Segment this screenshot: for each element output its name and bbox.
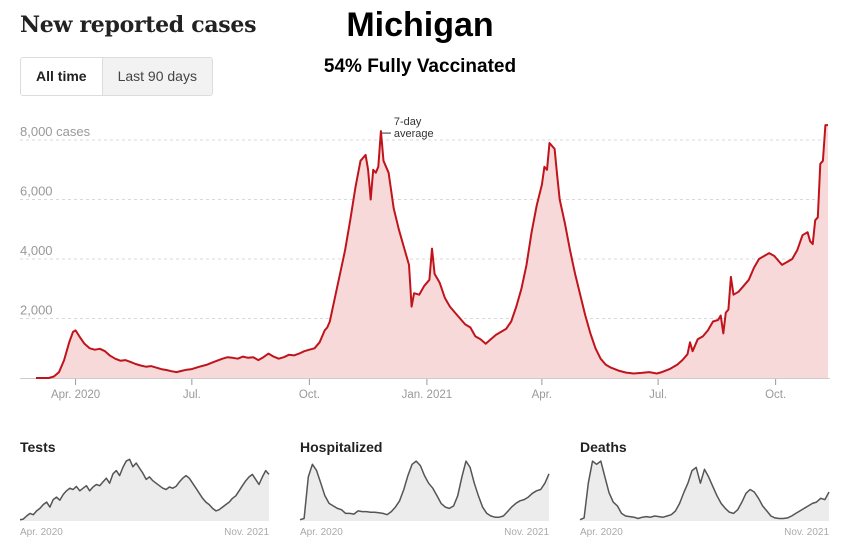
x-end-label: Nov. 2021: [784, 527, 829, 538]
tests-title: Tests: [20, 439, 56, 455]
deaths-chart: Apr. 2020 Nov. 2021: [579, 460, 830, 538]
state-title: Michigan: [346, 6, 494, 44]
x-axis: Apr. 2020 Jul. Oct. Jan. 2021 Apr. Jul. Oct.: [51, 379, 786, 401]
annotation: 7-day average: [381, 116, 434, 140]
x-end-label: Nov. 2021: [504, 527, 549, 538]
tests-chart: Apr. 2020 Nov. 2021: [19, 458, 270, 538]
hospitalized-chart: Apr. 2020 Nov. 2021: [299, 460, 550, 538]
deaths-line: [579, 460, 830, 521]
hospitalized-line: [299, 460, 550, 521]
hospitalized-area: [300, 461, 549, 521]
x-tick-label: Jul.: [183, 389, 201, 401]
x-tick-label: Apr. 2020: [51, 389, 100, 401]
x-tick-label: Jul.: [649, 389, 667, 401]
x-start-label: Apr. 2020: [20, 527, 63, 538]
vaccination-rate: 54% Fully Vaccinated: [323, 56, 517, 77]
annotation-text-line-2: average: [394, 128, 434, 140]
y-tick-label: 4,000: [20, 243, 53, 258]
x-tick-label: Jan. 2021: [402, 389, 453, 401]
time-range-toggle: All time Last 90 days: [20, 57, 213, 96]
y-tick-label: 6,000: [20, 184, 53, 199]
annotation-text-line-1: 7-day: [394, 116, 422, 128]
y-axis: 2,000 4,000 6,000 8,000 cases: [20, 124, 91, 318]
page-title: New reported cases: [20, 12, 257, 38]
x-start-label: Apr. 2020: [300, 527, 343, 538]
hospitalized-title: Hospitalized: [300, 439, 383, 455]
toggle-last-90-days-button[interactable]: Last 90 days: [101, 58, 212, 95]
tests-area: [20, 459, 269, 521]
deaths-area: [580, 461, 829, 521]
y-tick-label: 8,000 cases: [20, 124, 91, 139]
cases-line-7-day-average: [36, 124, 828, 379]
tests-line: [19, 458, 270, 521]
x-tick-label: Oct.: [765, 389, 786, 401]
toggle-all-time-button[interactable]: All time: [21, 58, 102, 95]
x-end-label: Nov. 2021: [224, 527, 269, 538]
x-start-label: Apr. 2020: [580, 527, 623, 538]
y-tick-label: 2,000: [20, 303, 53, 318]
cases-chart: 2,000 4,000 6,000 8,000 cases Apr. 2020 Jul.…: [20, 116, 830, 401]
x-tick-label: Oct.: [299, 389, 320, 401]
grid-layer: [20, 139, 830, 379]
deaths-title: Deaths: [580, 439, 627, 455]
x-tick-label: Apr.: [532, 389, 552, 401]
